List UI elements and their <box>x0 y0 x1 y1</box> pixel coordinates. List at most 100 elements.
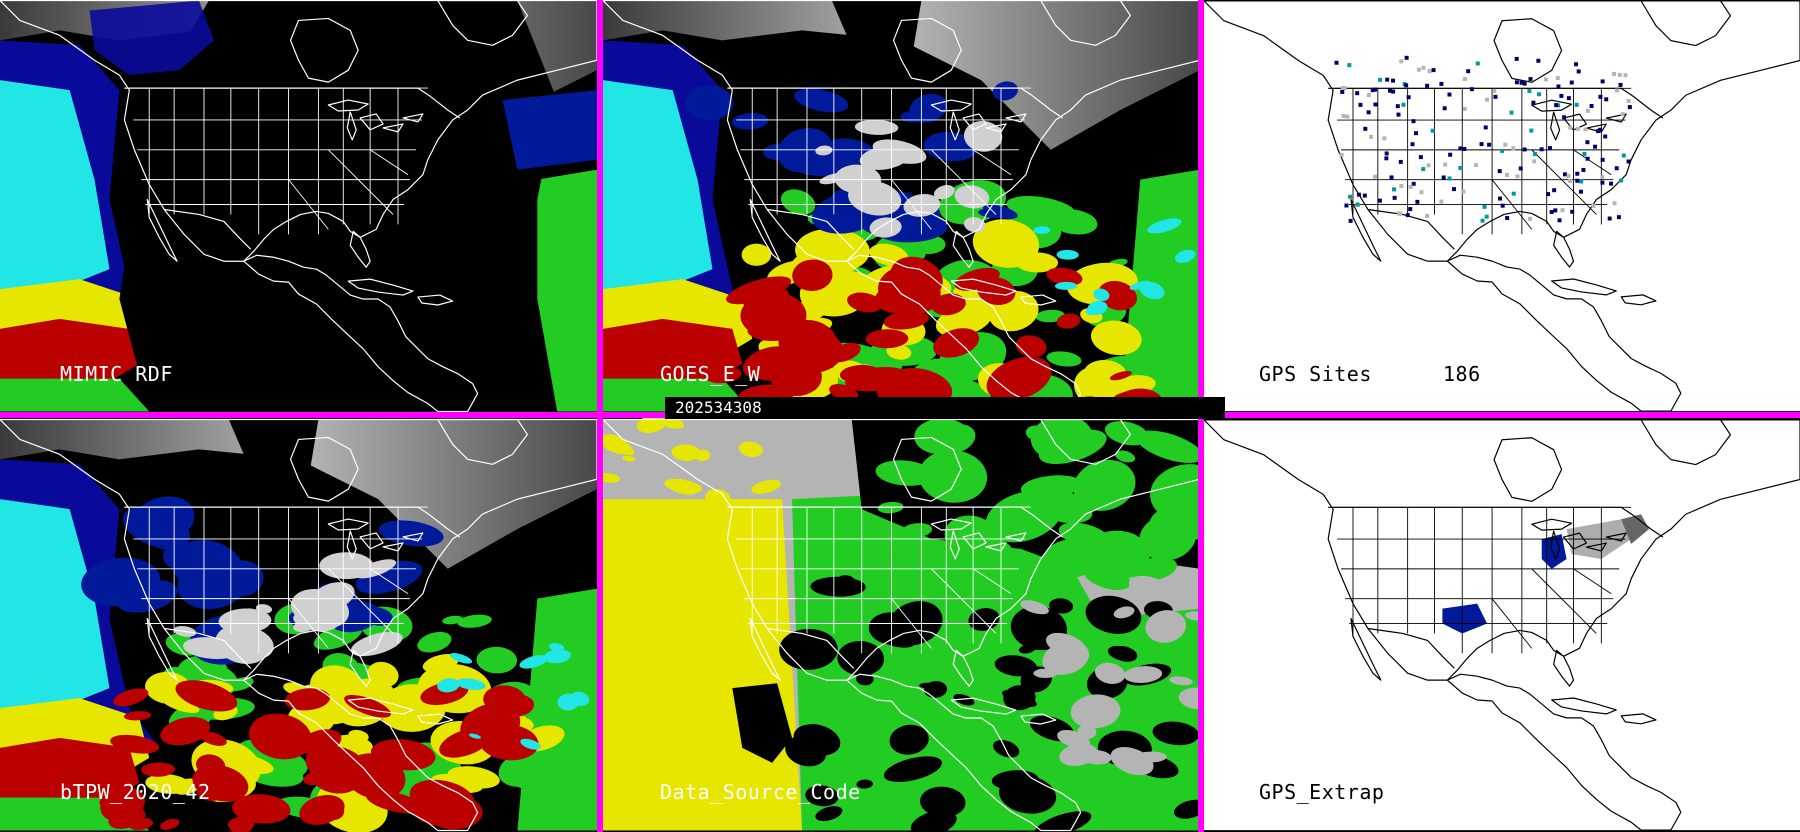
gps-site-marker <box>1447 92 1452 97</box>
gps-site-marker <box>1384 156 1389 161</box>
gps-site-marker <box>1389 175 1394 180</box>
gps-site-marker <box>1334 60 1339 65</box>
gps-site-marker <box>1503 142 1508 147</box>
gps-site-marker <box>1355 202 1360 207</box>
gps-site-marker <box>1579 179 1584 184</box>
gps-site-marker <box>1578 189 1583 194</box>
coastlines-and-borders <box>603 418 1200 832</box>
coastlines-and-borders <box>0 418 597 832</box>
gps-site-marker <box>1497 169 1502 174</box>
gps-site-markers <box>1334 55 1632 223</box>
gps-site-marker <box>1370 88 1375 93</box>
gps-site-marker <box>1591 203 1596 208</box>
source-gray <box>1020 575 1200 776</box>
gps-site-marker <box>1388 88 1393 93</box>
gps-site-marker <box>1408 184 1413 189</box>
gps-site-marker <box>1448 152 1453 157</box>
gps-site-marker <box>1493 94 1498 99</box>
gps-site-marker <box>1462 146 1467 151</box>
gps-site-marker <box>1562 115 1567 120</box>
gps-site-marker <box>1614 166 1619 171</box>
gps-site-marker <box>1574 102 1579 107</box>
gps-site-marker <box>1340 85 1345 90</box>
gps-site-marker <box>1562 172 1567 177</box>
gps-site-marker <box>1398 159 1403 164</box>
gps-site-marker <box>1575 171 1580 176</box>
gps-site-marker <box>1339 152 1344 157</box>
gps-site-marker <box>1547 146 1552 151</box>
gps-site-marker <box>1603 134 1608 139</box>
gps-site-marker <box>1425 213 1430 218</box>
gps-site-marker <box>1626 159 1631 164</box>
gps-site-marker <box>1462 77 1467 82</box>
gps-site-marker <box>1458 165 1463 170</box>
gps-site-marker <box>1621 153 1626 158</box>
gps-site-marker <box>1404 55 1409 60</box>
gps-site-marker <box>1355 91 1360 96</box>
panel-label-mimic-rdf: MIMIC RDF <box>60 362 173 386</box>
mimic-rdf-map <box>0 0 597 412</box>
gps-site-marker <box>1529 128 1534 133</box>
gps-site-marker <box>1598 94 1603 99</box>
gps-site-marker <box>1617 72 1622 77</box>
gps-site-marker <box>1347 63 1352 68</box>
coastlines-and-borders <box>1204 419 1800 831</box>
gps-site-marker <box>1536 58 1541 63</box>
gps-site-marker <box>1598 127 1603 132</box>
moisture-cyan <box>437 643 590 750</box>
coastlines-and-borders <box>0 0 597 412</box>
gps-site-marker <box>1425 83 1430 88</box>
gps-site-marker <box>1492 88 1497 93</box>
gps-site-marker <box>1568 125 1573 130</box>
gps-site-marker <box>1340 89 1345 94</box>
gps-site-marker <box>1442 106 1447 111</box>
gps-site-marker <box>1585 140 1590 145</box>
gps-site-marker <box>1500 203 1505 208</box>
gps-site-marker <box>1612 71 1617 76</box>
gps-site-marker <box>1475 61 1480 66</box>
gps-site-marker <box>1600 79 1605 84</box>
gps-site-marker <box>1461 189 1466 194</box>
gps-site-marker <box>1410 142 1415 147</box>
gps-site-marker <box>1585 108 1590 113</box>
gps-site-marker <box>1543 77 1548 82</box>
gps-site-marker <box>1366 110 1371 115</box>
gps-site-marker <box>1504 172 1509 177</box>
gps-site-marker <box>1439 199 1444 204</box>
gps-site-marker <box>1522 81 1527 86</box>
gps-site-marker <box>1607 216 1612 221</box>
gps-site-marker <box>1552 188 1557 193</box>
panel-btpw: bTPW_2020_42 <box>0 418 597 832</box>
panel-gps-sites: GPS Sites 186 <box>1204 0 1800 412</box>
gps-site-marker <box>1373 87 1378 92</box>
gps-site-marker <box>1514 56 1519 61</box>
gps-site-marker <box>1377 198 1382 203</box>
gps-site-marker <box>1566 173 1571 178</box>
gps-site-marker <box>1539 147 1544 152</box>
gps-site-marker <box>1505 216 1510 221</box>
gps-site-marker <box>1356 192 1361 197</box>
gps-site-marker <box>1358 102 1363 107</box>
data-source-code-map <box>603 418 1200 832</box>
gps-site-marker <box>1348 218 1353 223</box>
gps-site-marker <box>1589 103 1594 108</box>
gps-site-marker <box>1427 69 1432 74</box>
gps-site-marker <box>1399 184 1404 189</box>
gps-site-marker <box>1401 102 1406 107</box>
gps-site-marker <box>1373 174 1378 179</box>
gps-site-marker <box>1618 82 1623 87</box>
gps-site-marker <box>1443 162 1448 167</box>
gps-site-marker <box>1498 196 1502 201</box>
gps-site-marker <box>1609 181 1614 186</box>
moisture-red <box>99 680 539 832</box>
gps-site-marker <box>1623 73 1628 78</box>
gps-site-marker <box>1485 97 1489 102</box>
gps-site-marker <box>1345 114 1350 119</box>
gps-site-marker <box>1511 191 1516 196</box>
gps-site-marker <box>1557 218 1562 223</box>
gps-site-marker <box>1396 112 1401 117</box>
gps-site-marker <box>1553 208 1558 213</box>
gps-site-marker <box>1593 144 1598 149</box>
gps-site-marker <box>1585 156 1590 161</box>
gps-site-marker <box>1575 178 1580 183</box>
